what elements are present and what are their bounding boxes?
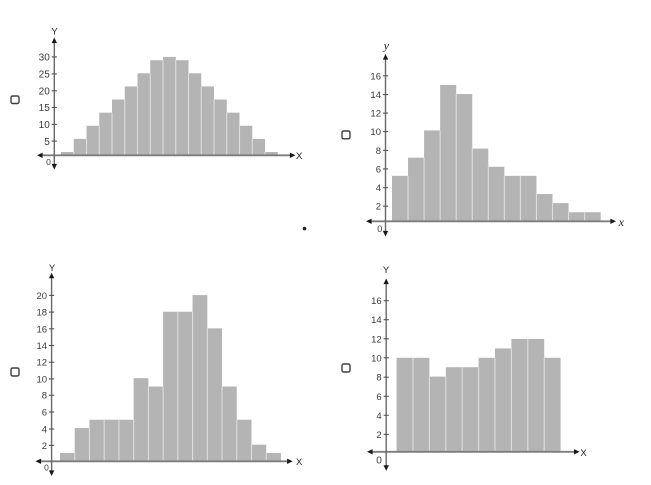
svg-text:6: 6 (376, 392, 381, 403)
svg-text:6: 6 (42, 407, 47, 418)
svg-text:2: 2 (376, 202, 381, 213)
svg-text:12: 12 (37, 358, 48, 369)
svg-text:16: 16 (371, 296, 382, 307)
svg-text:12: 12 (370, 109, 381, 120)
svg-text:x: x (618, 215, 625, 229)
svg-text:0: 0 (46, 157, 51, 167)
svg-text:10: 10 (39, 120, 51, 131)
svg-text:10: 10 (37, 374, 48, 385)
svg-text:18: 18 (37, 308, 48, 319)
svg-text:12: 12 (371, 334, 382, 345)
svg-text:30: 30 (39, 53, 51, 64)
svg-text:25: 25 (39, 70, 51, 81)
svg-text:16: 16 (37, 324, 48, 335)
svg-text:4: 4 (42, 424, 47, 435)
svg-text:6: 6 (376, 164, 381, 175)
svg-text:y: y (383, 39, 390, 53)
svg-text:20: 20 (39, 86, 51, 97)
svg-text:8: 8 (376, 146, 381, 157)
svg-text:0: 0 (44, 463, 49, 473)
svg-text:2: 2 (42, 441, 47, 452)
svg-text:10: 10 (371, 353, 382, 364)
svg-text:14: 14 (37, 341, 48, 352)
svg-text:0: 0 (377, 224, 382, 234)
svg-text:X: X (580, 448, 587, 459)
svg-text:4: 4 (376, 183, 381, 194)
svg-text:4: 4 (376, 411, 381, 422)
svg-text:10: 10 (370, 127, 381, 138)
svg-text:20: 20 (37, 291, 48, 302)
svg-text:14: 14 (370, 90, 381, 101)
svg-text:8: 8 (42, 391, 47, 402)
svg-text:5: 5 (44, 137, 50, 148)
svg-text:Y: Y (49, 263, 56, 274)
svg-text:8: 8 (376, 373, 381, 384)
svg-text:14: 14 (371, 315, 382, 326)
svg-text:16: 16 (370, 71, 381, 82)
svg-text:Y: Y (383, 265, 390, 276)
svg-text:X: X (296, 151, 303, 162)
svg-text:X: X (296, 457, 303, 468)
svg-text:Y: Y (51, 27, 58, 38)
svg-text:2: 2 (376, 430, 381, 441)
svg-text:0: 0 (376, 455, 382, 466)
svg-text:15: 15 (39, 103, 51, 114)
